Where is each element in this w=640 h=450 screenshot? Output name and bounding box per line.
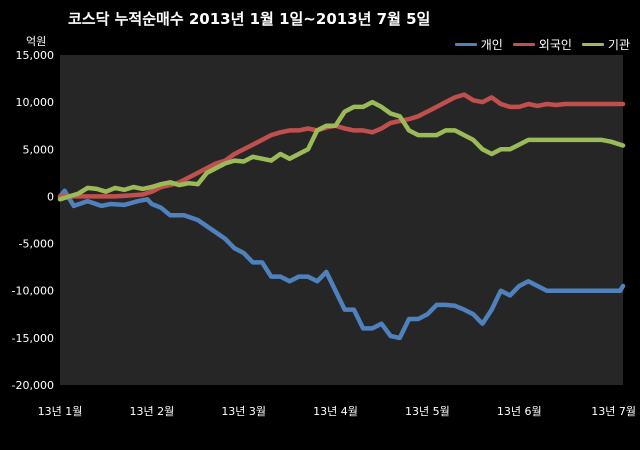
series-lines	[57, 92, 626, 341]
legend-swatch-individual	[454, 43, 477, 46]
legend-item-institution: 기관	[581, 36, 630, 53]
x-axis: 13년 1월 13년 2월 13년 3월 13년 4월 13년 5월 13년 6월 13년 …	[38, 405, 636, 418]
y-tick-label: -20,000	[12, 379, 54, 392]
x-tick-label: 13년 6월	[497, 405, 542, 418]
x-tick-label: 13년 7월	[591, 405, 636, 418]
x-tick-label: 13년 3월	[221, 405, 266, 418]
x-tick-label: 13년 4월	[313, 405, 358, 418]
y-tick-label: -15,000	[12, 332, 54, 345]
y-axis-unit-label: 억원	[26, 35, 47, 48]
x-tick-label: 13년 5월	[405, 405, 450, 418]
legend: 개인 외국인 기관	[454, 36, 630, 53]
legend-item-individual: 개인	[454, 36, 503, 53]
series-line-institution	[57, 99, 626, 202]
y-tick-label: 5,000	[23, 143, 55, 156]
legend-swatch-institution	[581, 43, 604, 46]
y-axis: 15,000 10,000 5,000 0 -5,000 -10,000 -15,000 -2…	[12, 49, 54, 392]
legend-swatch-foreign	[512, 43, 535, 46]
x-tick-label: 13년 2월	[129, 405, 174, 418]
legend-label-institution: 기관	[607, 38, 630, 52]
plot-area	[60, 55, 623, 385]
chart-title: 코스닥 누적순매수 2013년 1월 1일~2013년 7월 5일	[68, 10, 431, 28]
legend-item-foreign: 외국인	[512, 36, 572, 53]
legend-label-foreign: 외국인	[538, 38, 572, 52]
series-line-individual	[57, 188, 626, 341]
y-tick-label: -5,000	[19, 238, 54, 251]
x-tick-label: 13년 1월	[38, 405, 83, 418]
y-tick-label: -10,000	[12, 285, 54, 298]
y-tick-label: 15,000	[16, 49, 55, 62]
y-tick-label: 10,000	[16, 96, 55, 109]
y-tick-label: 0	[47, 190, 54, 203]
legend-label-individual: 개인	[480, 38, 503, 52]
